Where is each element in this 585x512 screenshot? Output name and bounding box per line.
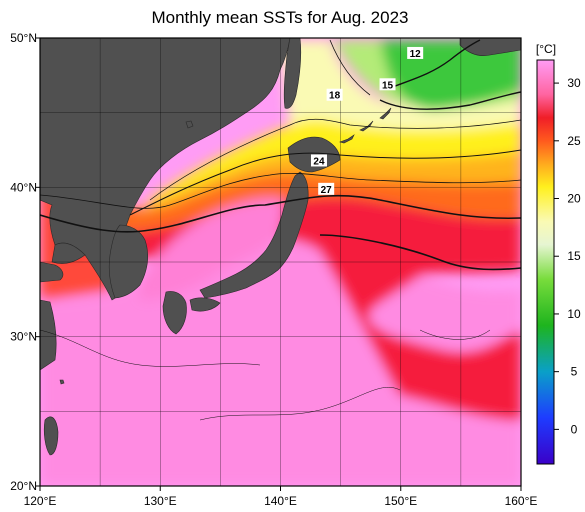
y-tick-label: 20°N xyxy=(10,479,37,493)
contour-label: 24 xyxy=(313,156,325,167)
x-tick-label: 120°E xyxy=(24,494,57,508)
contour-label-bg xyxy=(326,88,343,101)
contour-label: 12 xyxy=(410,49,422,60)
y-axis: 20°N 30°N 40°N 50°N xyxy=(10,31,40,493)
colorbar-tick-label: 30 xyxy=(567,76,581,90)
colorbar: [°C] 0 5 10 15 20 25 30 xyxy=(536,42,581,465)
contour-label-bg xyxy=(407,46,424,59)
lat-lon-grid xyxy=(40,38,521,486)
colorbar-gradient xyxy=(536,59,555,465)
y-tick-label: 50°N xyxy=(10,31,37,45)
contour-label-bg xyxy=(379,78,396,91)
colorbar-tick-label: 5 xyxy=(571,365,578,379)
x-tick-label: 140°E xyxy=(264,494,297,508)
colorbar-tick-label: 25 xyxy=(567,134,581,148)
x-tick-label: 160°E xyxy=(505,494,538,508)
contour-label: 27 xyxy=(321,185,333,196)
y-tick-label: 30°N xyxy=(10,330,37,344)
contour-labels: 12 15 18 24 27 xyxy=(310,46,424,196)
colorbar-tick-label: 15 xyxy=(567,249,581,263)
contour-label: 15 xyxy=(382,80,394,91)
colorbar-tick-label: 0 xyxy=(571,422,578,436)
contour-label-bg xyxy=(310,154,327,167)
colorbar-tick-label: 20 xyxy=(567,192,581,206)
colorbar-ticks: 0 5 10 15 20 25 30 xyxy=(554,76,581,436)
colorbar-unit: [°C] xyxy=(536,42,556,56)
x-tick-label: 130°E xyxy=(144,494,177,508)
isotherm-contours xyxy=(40,39,521,421)
contour-label: 18 xyxy=(329,91,341,102)
contour-label-bg xyxy=(318,182,335,195)
colorbar-tick-label: 10 xyxy=(567,307,581,321)
x-axis: 120°E 130°E 140°E 150°E 160°E xyxy=(24,486,538,508)
x-tick-label: 150°E xyxy=(384,494,417,508)
sst-field xyxy=(40,38,521,486)
y-tick-label: 40°N xyxy=(10,180,37,194)
map-title: Monthly mean SSTs for Aug. 2023 xyxy=(151,8,409,27)
